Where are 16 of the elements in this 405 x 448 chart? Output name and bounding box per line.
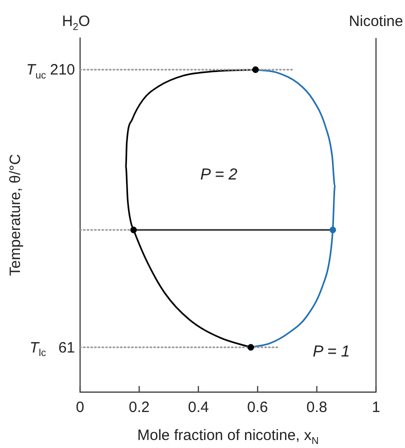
point <box>252 66 259 73</box>
text: Nicotine <box>348 13 404 30</box>
x-tick-label: 0.4 <box>188 399 209 416</box>
x-tick-label: 0.6 <box>247 399 268 416</box>
point <box>329 226 336 234</box>
x-tick-label: 0.8 <box>306 399 328 416</box>
annotation: P = 1 <box>312 344 350 361</box>
x-tick-label: 0 <box>76 399 84 416</box>
y-tick-label: 61 <box>58 339 76 356</box>
y-tick-label: 210 <box>50 62 76 79</box>
x-tick-label: 1 <box>372 399 380 416</box>
point <box>130 226 137 234</box>
x-tick-label: 0.2 <box>128 399 150 416</box>
annotation: P = 2 <box>200 166 238 184</box>
y-axis-title: Temperature, θ/°C <box>7 154 24 276</box>
point <box>247 344 254 351</box>
